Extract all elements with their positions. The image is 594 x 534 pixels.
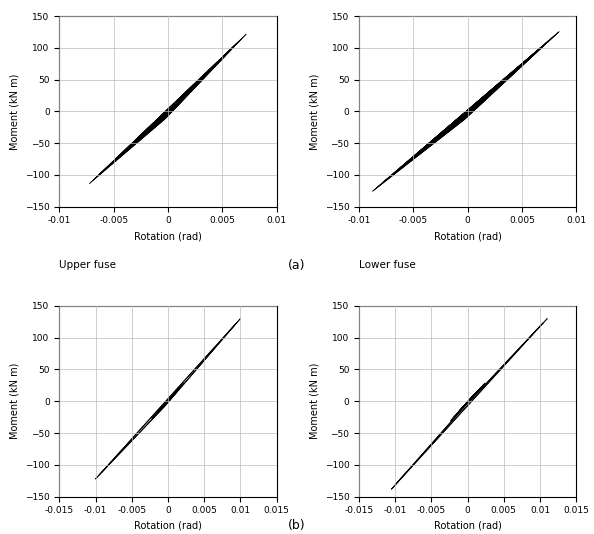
Y-axis label: Moment (kN m): Moment (kN m)	[309, 73, 319, 150]
Text: Lower fuse: Lower fuse	[359, 260, 416, 270]
Y-axis label: Moment (kN m): Moment (kN m)	[10, 73, 20, 150]
Y-axis label: Moment (kN m): Moment (kN m)	[10, 363, 20, 439]
Text: (b): (b)	[288, 519, 306, 532]
X-axis label: Rotation (rad): Rotation (rad)	[434, 231, 501, 241]
X-axis label: Rotation (rad): Rotation (rad)	[134, 231, 202, 241]
Text: (a): (a)	[288, 259, 306, 272]
Y-axis label: Moment (kN m): Moment (kN m)	[309, 363, 319, 439]
Text: Upper fuse: Upper fuse	[59, 260, 116, 270]
X-axis label: Rotation (rad): Rotation (rad)	[134, 521, 202, 531]
X-axis label: Rotation (rad): Rotation (rad)	[434, 521, 501, 531]
